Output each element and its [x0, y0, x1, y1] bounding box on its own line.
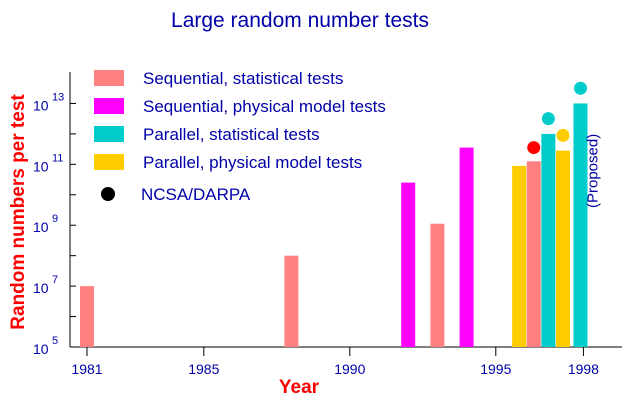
- bar: [284, 255, 299, 347]
- annotation: (Proposed): [584, 134, 601, 208]
- legend-swatch: [94, 98, 124, 114]
- y-axis-title: Random numbers per test: [8, 94, 29, 330]
- y-tick-exponent: 13: [52, 91, 64, 103]
- y-tick-label: 10: [33, 97, 49, 113]
- legend-label: NCSA/DARPA: [141, 185, 251, 204]
- y-tick-label: 10: [33, 219, 49, 235]
- chart-title: Large random number tests: [171, 9, 429, 32]
- data-point: [541, 112, 555, 126]
- bar: [526, 161, 541, 347]
- x-tick-label: 1990: [334, 361, 365, 377]
- bar: [430, 223, 445, 347]
- y-tick-exponent: 11: [52, 152, 63, 164]
- y-tick-label: 10: [33, 341, 49, 357]
- bar: [401, 182, 416, 347]
- legend-label: Parallel, statistical tests: [143, 125, 320, 144]
- y-tick-exponent: 9: [52, 213, 58, 225]
- bar: [459, 147, 474, 347]
- data-point: [573, 81, 587, 95]
- y-tick-label: 10: [33, 280, 49, 296]
- legend-swatch: [94, 154, 124, 170]
- y-tick-exponent: 5: [52, 335, 58, 347]
- x-tick-label: 1981: [71, 361, 102, 377]
- y-tick-label: 10: [33, 158, 49, 174]
- x-tick-label: 1995: [480, 361, 511, 377]
- legend-swatch: [94, 70, 124, 86]
- x-tick-label: 1985: [188, 361, 219, 377]
- data-point: [556, 128, 570, 142]
- y-tick-exponent: 7: [52, 274, 58, 286]
- bar: [555, 150, 570, 347]
- legend-marker: [101, 187, 115, 201]
- legend-label: Parallel, physical model tests: [143, 153, 362, 172]
- bar: [573, 103, 588, 347]
- legend-label: Sequential, physical model tests: [143, 97, 386, 116]
- x-tick-label: 1998: [568, 361, 599, 377]
- bar: [80, 286, 94, 347]
- x-axis-title: Year: [279, 377, 320, 398]
- legend-label: Sequential, statistical tests: [143, 69, 343, 88]
- bar: [512, 165, 527, 347]
- data-point: [527, 141, 541, 155]
- legend-swatch: [94, 126, 124, 142]
- bar: [541, 133, 556, 347]
